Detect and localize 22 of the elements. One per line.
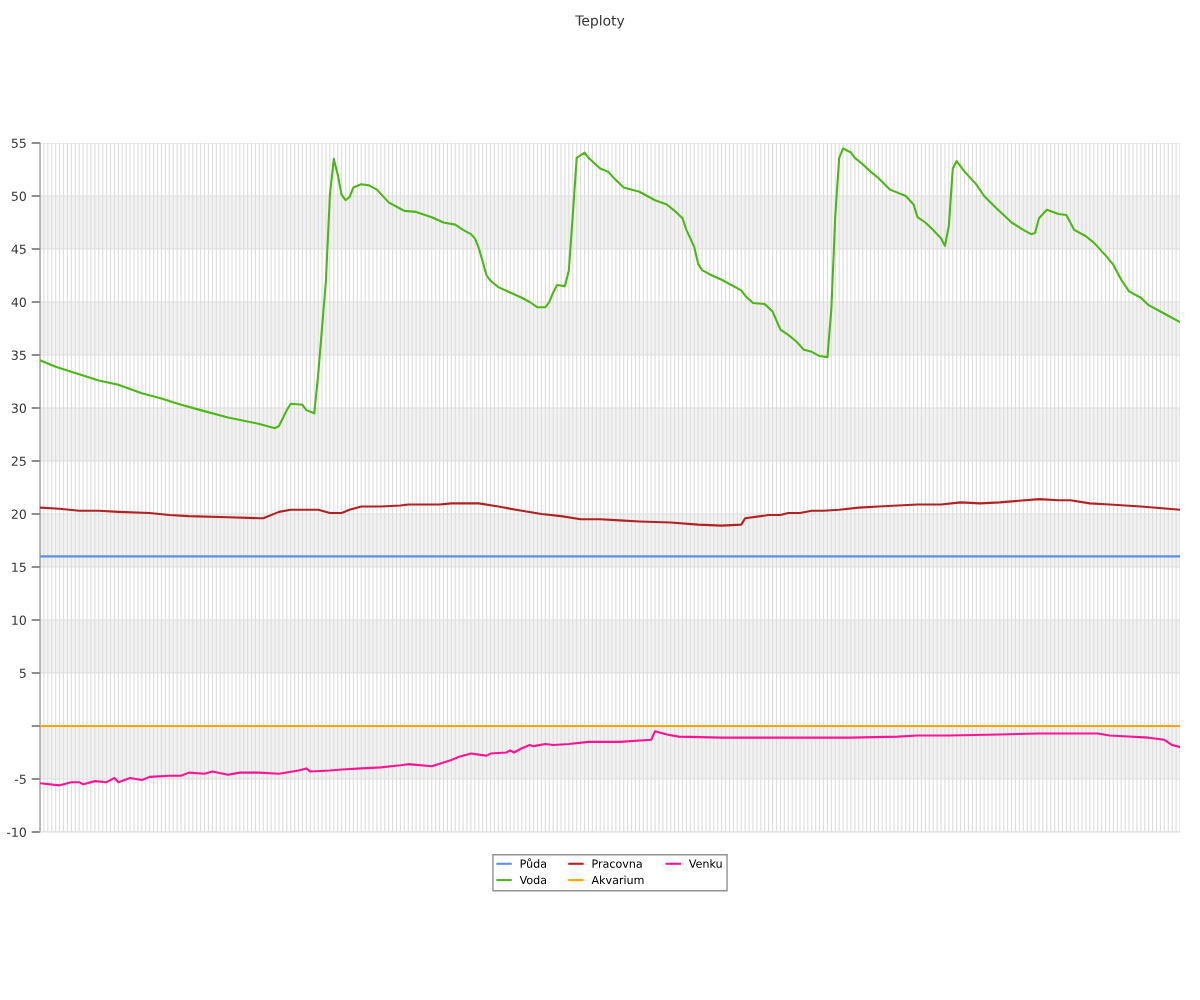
y-tick-label: -10: [7, 827, 26, 837]
line-series: [40, 498, 1180, 527]
y-tick-label: 20: [11, 509, 26, 519]
y-tick-label: 30: [11, 403, 26, 413]
legend-label: Půda: [520, 858, 547, 868]
line-series: [40, 730, 1180, 787]
legend-label: Voda: [519, 875, 547, 885]
y-tick-label: 55: [11, 138, 26, 148]
y-tick-label: 5: [19, 668, 26, 678]
chart-title: Teploty: [575, 15, 625, 29]
legend-label: Pracovna: [592, 859, 642, 868]
y-tick-label: 45: [11, 244, 26, 254]
y-tick-label: 10: [12, 615, 26, 625]
y-tick-label: 50: [11, 191, 26, 201]
y-tick-label: 15: [12, 562, 26, 572]
legend-label: Venku: [688, 859, 722, 868]
legend-label: Akvarium: [591, 875, 644, 885]
line-series: [40, 147, 1180, 430]
y-tick-label: 40: [11, 297, 26, 307]
y-tick-label: 25: [11, 456, 26, 466]
y-tick-label: 35: [11, 350, 26, 360]
y-tick-label: -5: [14, 774, 26, 784]
